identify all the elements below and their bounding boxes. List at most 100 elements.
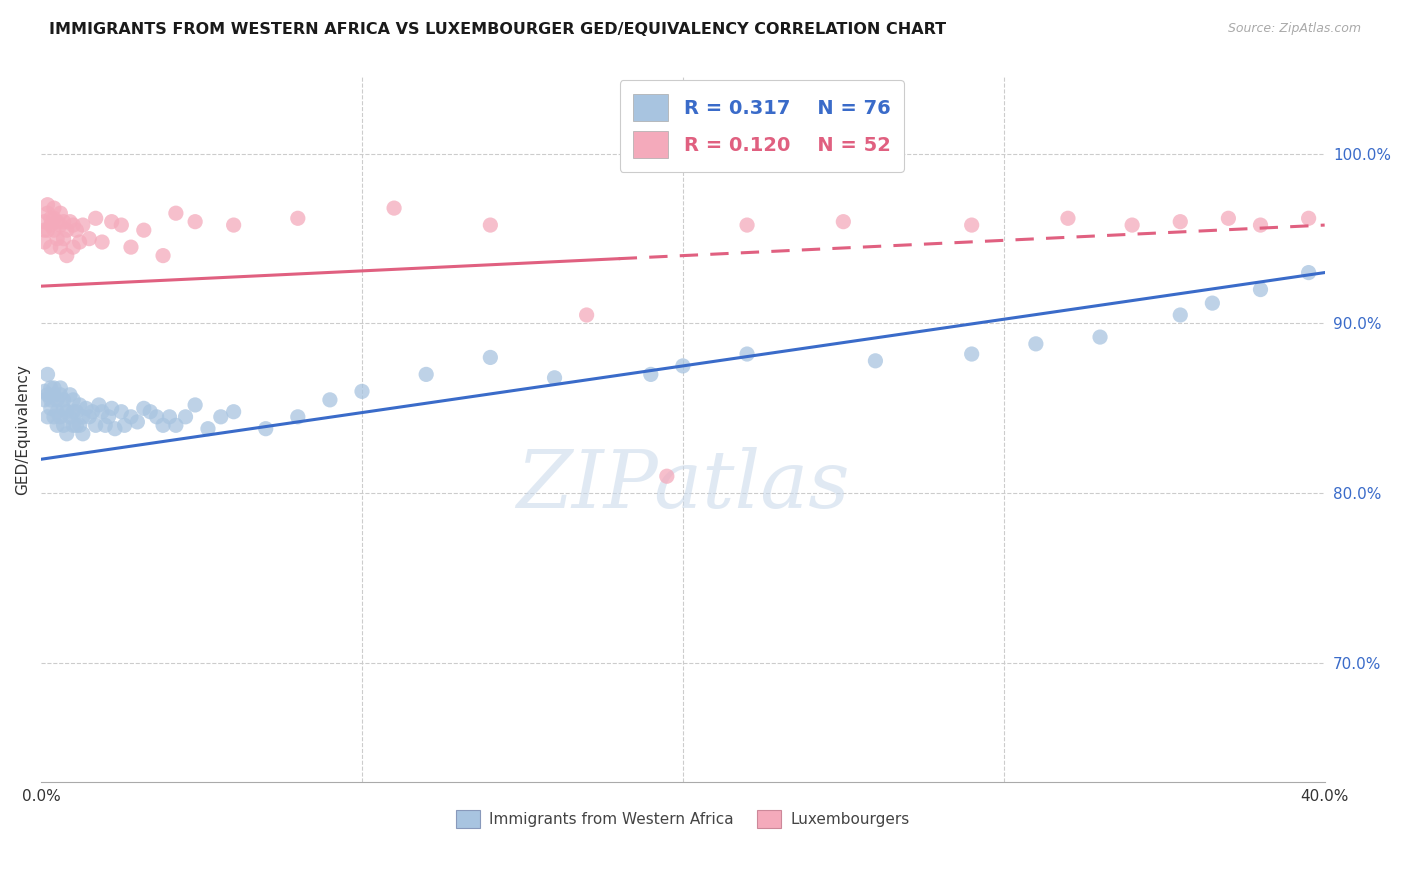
Point	[479, 351, 502, 365]
Point	[1057, 211, 1080, 226]
Point	[62, 218, 84, 232]
Point	[49, 240, 72, 254]
Point	[132, 401, 155, 416]
Point	[287, 211, 309, 226]
Point	[91, 235, 114, 249]
Point	[34, 384, 56, 399]
Point	[94, 418, 117, 433]
Point	[75, 401, 97, 416]
Point	[1250, 283, 1272, 297]
Point	[55, 405, 77, 419]
Point	[672, 359, 695, 373]
Point	[59, 215, 82, 229]
Point	[49, 381, 72, 395]
Point	[145, 409, 167, 424]
Point	[1088, 330, 1111, 344]
Point	[87, 398, 110, 412]
Point	[120, 240, 142, 254]
Point	[287, 409, 309, 424]
Point	[42, 211, 65, 226]
Point	[46, 405, 69, 419]
Point	[49, 206, 72, 220]
Point	[209, 409, 232, 424]
Point	[52, 418, 75, 433]
Point	[39, 392, 62, 407]
Text: ZIPatlas: ZIPatlas	[516, 447, 849, 524]
Point	[184, 215, 207, 229]
Point	[184, 398, 207, 412]
Point	[1168, 308, 1191, 322]
Point	[55, 249, 77, 263]
Point	[1250, 218, 1272, 232]
Point	[42, 388, 65, 402]
Point	[222, 218, 245, 232]
Point	[127, 415, 149, 429]
Point	[1025, 336, 1047, 351]
Point	[110, 405, 132, 419]
Point	[55, 223, 77, 237]
Point	[34, 215, 56, 229]
Point	[960, 347, 983, 361]
Point	[139, 405, 162, 419]
Y-axis label: GED/Equivalency: GED/Equivalency	[15, 364, 30, 495]
Point	[84, 211, 107, 226]
Point	[152, 418, 174, 433]
Point	[62, 405, 84, 419]
Point	[55, 426, 77, 441]
Point	[65, 223, 87, 237]
Point	[479, 218, 502, 232]
Point	[1201, 296, 1223, 310]
Point	[1298, 211, 1320, 226]
Point	[62, 392, 84, 407]
Point	[46, 392, 69, 407]
Point	[49, 388, 72, 402]
Point	[640, 368, 662, 382]
Point	[42, 409, 65, 424]
Point	[34, 235, 56, 249]
Point	[319, 392, 342, 407]
Point	[254, 422, 277, 436]
Point	[97, 409, 120, 424]
Legend: Immigrants from Western Africa, Luxembourgers: Immigrants from Western Africa, Luxembou…	[450, 804, 915, 834]
Point	[1218, 211, 1240, 226]
Point	[37, 206, 59, 220]
Point	[49, 218, 72, 232]
Point	[1298, 266, 1320, 280]
Point	[72, 409, 94, 424]
Point	[37, 409, 59, 424]
Point	[49, 409, 72, 424]
Point	[59, 388, 82, 402]
Point	[34, 392, 56, 407]
Point	[110, 218, 132, 232]
Point	[120, 409, 142, 424]
Point	[84, 418, 107, 433]
Point	[72, 218, 94, 232]
Point	[52, 215, 75, 229]
Point	[100, 215, 122, 229]
Point	[46, 215, 69, 229]
Point	[100, 401, 122, 416]
Point	[62, 240, 84, 254]
Point	[65, 418, 87, 433]
Point	[39, 240, 62, 254]
Point	[82, 405, 104, 419]
Point	[62, 418, 84, 433]
Point	[91, 405, 114, 419]
Point	[415, 368, 437, 382]
Point	[197, 422, 219, 436]
Point	[46, 418, 69, 433]
Point	[69, 418, 91, 433]
Point	[152, 249, 174, 263]
Point	[39, 401, 62, 416]
Point	[72, 426, 94, 441]
Point	[165, 206, 187, 220]
Point	[1121, 218, 1143, 232]
Point	[34, 223, 56, 237]
Point	[543, 371, 565, 385]
Point	[42, 201, 65, 215]
Point	[59, 409, 82, 424]
Point	[37, 197, 59, 211]
Point	[37, 368, 59, 382]
Point	[165, 418, 187, 433]
Point	[222, 405, 245, 419]
